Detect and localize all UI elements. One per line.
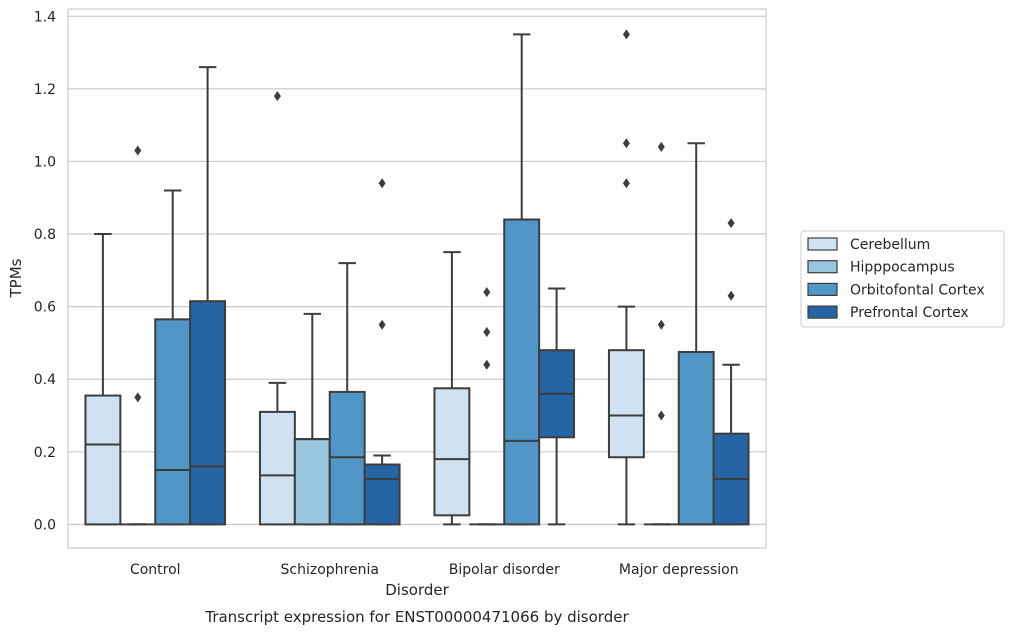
outlier-point (727, 218, 735, 229)
box-hipppocampus (293, 312, 331, 526)
outlier-point (378, 178, 386, 189)
box-cerebellum (84, 233, 122, 526)
box-body (433, 387, 471, 517)
legend-frame (800, 230, 1005, 328)
y-tick-label: 0.4 (34, 372, 56, 388)
legend: Cerebellum Hipppocampus Orbitofontal Corte… (800, 230, 1005, 328)
box-prefrontal-cortex (363, 178, 401, 526)
x-tick-label: Major depression (619, 562, 739, 578)
box-body (154, 318, 192, 526)
box-body (84, 394, 122, 526)
box-body (607, 349, 645, 459)
outlier-point (622, 138, 630, 149)
box-orbitofontal-cortex (328, 262, 366, 526)
legend-swatch (807, 282, 838, 296)
x-tick-label: Schizophrenia (281, 562, 379, 578)
outlier-point (657, 319, 665, 330)
box-cerebellum (607, 29, 645, 526)
legend-label: Orbitofontal Cortex (850, 282, 985, 298)
legend-label: Prefrontal Cortex (850, 305, 969, 321)
y-tick-label: 0.0 (34, 517, 56, 533)
outlier-point (727, 290, 735, 301)
outlier-point (273, 91, 281, 102)
box-body (189, 300, 227, 526)
x-tick-label: Control (130, 562, 181, 578)
y-tick-label: 1.4 (34, 9, 56, 25)
y-tick-label: 0.8 (34, 227, 56, 243)
legend-label: Cerebellum (850, 237, 930, 253)
box-body (363, 463, 401, 526)
legend-label: Hipppocampus (850, 260, 955, 276)
outlier-point (622, 29, 630, 40)
y-axis-title: TPMs (7, 258, 25, 298)
y-tick-label: 1.0 (34, 154, 56, 170)
legend-swatch (807, 237, 838, 251)
plot-frame (67, 8, 767, 549)
box-body (503, 218, 541, 526)
box-body (677, 351, 715, 526)
box-hipppocampus (469, 287, 505, 526)
outlier-point (622, 178, 630, 189)
y-tick-label: 0.6 (34, 300, 56, 316)
legend-swatch (807, 260, 838, 274)
box-orbitofontal-cortex (677, 142, 715, 526)
outlier-point (483, 359, 491, 370)
box-body (258, 410, 296, 526)
box-cerebellum (258, 91, 296, 526)
outlier-point (657, 410, 665, 421)
outlier-point (657, 141, 665, 152)
box-hipppocampus (643, 141, 679, 526)
y-axis-ticks: 0.0 0.2 0.4 0.6 0.8 1.0 1.2 1.4 (34, 9, 56, 533)
y-tick-label: 1.2 (34, 82, 56, 98)
y-tick-label: 0.2 (34, 445, 56, 461)
outlier-point (134, 145, 142, 156)
box-prefrontal-cortex (538, 287, 576, 526)
x-tick-label: Bipolar disorder (449, 562, 560, 578)
box-cerebellum (433, 251, 471, 526)
boxes (84, 29, 750, 526)
legend-swatch (807, 305, 838, 319)
box-body (293, 438, 331, 526)
outlier-point (483, 287, 491, 298)
box-prefrontal-cortex (189, 66, 227, 526)
x-axis-title: Disorder (385, 581, 449, 599)
x-axis-ticks: Control Schizophrenia Bipolar disorder Majo… (130, 562, 739, 578)
outlier-point (378, 319, 386, 330)
box-orbitofontal-cortex (154, 189, 192, 526)
box-orbitofontal-cortex (503, 33, 541, 526)
chart-caption: Transcript expression for ENST0000047106… (204, 608, 629, 626)
box-hipppocampus (120, 145, 156, 526)
box-prefrontal-cortex (712, 218, 750, 526)
outlier-point (134, 392, 142, 403)
outlier-point (483, 327, 491, 338)
